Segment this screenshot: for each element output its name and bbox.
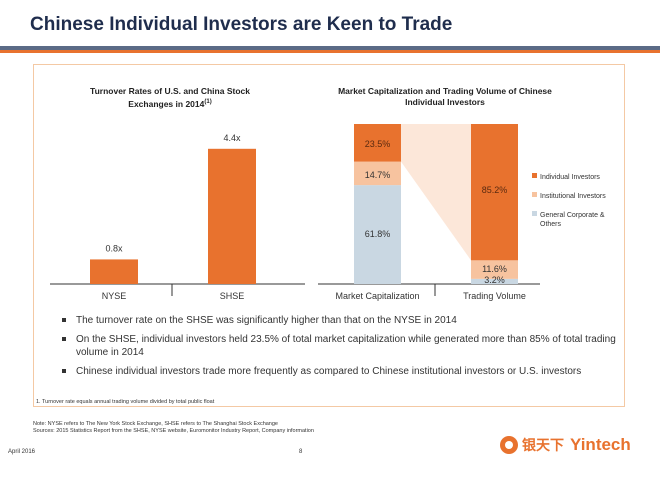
stack-segment xyxy=(354,124,401,162)
page-title: Chinese Individual Investors are Keen to… xyxy=(30,14,453,35)
segment-label: 61.8% xyxy=(365,229,391,239)
legend-swatch xyxy=(532,192,537,197)
turnover-chart: 0.8x NYSE 4.4x SHSE xyxy=(50,133,305,301)
stacked-chart: Market Capitalization Trading Volume 23.5%… xyxy=(318,124,540,301)
company-logo: 银天下 Yintech xyxy=(500,434,631,456)
note-text: Note: NYSE refers to The New York Stock … xyxy=(33,421,278,427)
x-tick-label: Trading Volume xyxy=(463,291,526,301)
logo-en-text: Yintech xyxy=(570,435,631,454)
legend-swatch xyxy=(532,211,537,216)
bullet-item: Chinese individual investors trade more … xyxy=(60,365,620,378)
bar-data-label: 0.8x xyxy=(105,243,123,253)
segment-label: 85.2% xyxy=(482,185,508,195)
x-tick-label: Market Capitalization xyxy=(335,291,419,301)
sources-text: Sources: 2015 Statistics Report from the… xyxy=(33,428,314,434)
bar-shse xyxy=(208,148,256,284)
footer-date: April 2016 xyxy=(8,449,36,455)
chart1-title-footnote: (1) xyxy=(204,99,212,105)
legend: Individual Investors Institutional Invest… xyxy=(532,173,606,228)
legend-label: Others xyxy=(540,221,562,228)
bullet-item: The turnover rate on the SHSE was signif… xyxy=(60,314,620,327)
page-number: 8 xyxy=(299,449,303,455)
stack-segment xyxy=(354,185,401,284)
legend-label: General Corporate & xyxy=(540,212,605,219)
segment-label: 3.2% xyxy=(484,275,505,285)
legend-label: Individual Investors xyxy=(540,174,600,181)
segment-label: 23.5% xyxy=(365,139,391,149)
connector-band xyxy=(401,124,471,261)
bar-nyse xyxy=(90,259,138,284)
footnote: 1. Turnover rate equals annual trading v… xyxy=(36,399,215,405)
bullet-list: The turnover rate on the SHSE was signif… xyxy=(60,314,620,384)
logo-cn-text: 银天下 xyxy=(522,437,564,453)
logo-mark-icon xyxy=(500,436,518,454)
segment-label: 14.7% xyxy=(365,170,391,180)
x-tick-label: SHSE xyxy=(220,291,245,301)
legend-swatch xyxy=(532,173,537,178)
stack-segment xyxy=(471,260,518,279)
chart2-title: Market Capitalization and Trading Volume… xyxy=(338,86,552,107)
stack-segment xyxy=(471,124,518,261)
x-tick-label: NYSE xyxy=(102,291,127,301)
bar-data-label: 4.4x xyxy=(223,133,241,143)
bullet-item: On the SHSE, individual investors held 2… xyxy=(60,333,620,359)
chart1-title: Turnover Rates of U.S. and China Stock E… xyxy=(90,86,250,109)
content-frame xyxy=(33,64,625,407)
segment-label: 11.6% xyxy=(482,264,507,274)
header-rule xyxy=(0,46,660,56)
legend-label: Institutional Investors xyxy=(540,193,606,200)
stack-segment xyxy=(471,278,518,284)
stack-segment xyxy=(354,161,401,186)
